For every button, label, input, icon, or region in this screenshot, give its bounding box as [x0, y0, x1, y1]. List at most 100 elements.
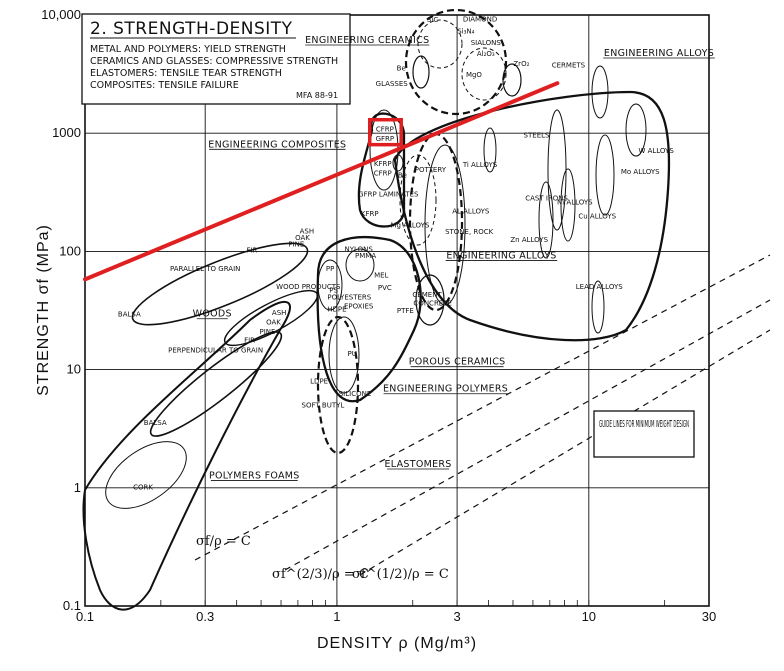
material-group-label: POLYMERS FOAMS	[209, 470, 300, 481]
material-label: EPOXIES	[344, 302, 374, 310]
material-label: Cu ALLOYS	[578, 212, 616, 220]
material-label: Mo ALLOYS	[621, 168, 660, 176]
pmma-envelope	[345, 248, 375, 282]
material-label: LDPE	[310, 378, 328, 386]
material-label: Be	[397, 64, 406, 72]
material-label: Zn ALLOYS	[510, 236, 548, 244]
material-group-label: ENGINEERING CERAMICS	[305, 35, 429, 46]
y-axis-title: STRENGTH σf (MPa)	[35, 224, 52, 396]
material-label: ASH	[272, 309, 287, 317]
material-label: GFRP	[376, 135, 395, 143]
composites-envelope	[357, 112, 406, 228]
material-label: HDPE	[327, 306, 346, 314]
material-envelopes	[82, 8, 671, 611]
material-label: KFRP	[361, 210, 379, 218]
material-label: FIR	[246, 246, 257, 254]
guide-lines-label: GUIDE LINES FOR MINIMUM WEIGHT DESIGN	[599, 419, 689, 430]
material-label: BALSA	[144, 419, 167, 427]
material-label: PS	[329, 286, 338, 294]
material-label: CORK	[133, 483, 153, 491]
material-label: PERPENDICULAR TO GRAIN	[168, 346, 263, 354]
material-label: Ni ALLOYS	[557, 198, 593, 206]
material-label: STEELS	[524, 131, 550, 139]
guide-lines-box: GUIDE LINES FOR MINIMUM WEIGHT DESIGN	[593, 410, 695, 458]
x-tick-label: 3	[453, 609, 460, 624]
material-label: POTTERY	[415, 166, 447, 174]
cork-envelope	[105, 441, 187, 509]
material-label: AL ALLOYS	[452, 207, 490, 215]
guide-line-ratio-1	[194, 254, 771, 561]
woods-perpendicular-envelope	[149, 331, 283, 437]
material-label: OAK	[266, 319, 281, 327]
material-group-label: POROUS CERAMICS	[409, 357, 506, 368]
guide-equation-3: σf^(1/2)/ρ = C	[352, 567, 449, 582]
x-axis-title: DENSITY ρ (Mg/m³)	[317, 635, 477, 652]
w-alloys-envelope	[625, 103, 647, 157]
red-annotation-box	[367, 117, 403, 147]
guide-line-ratio-1-2	[359, 329, 771, 576]
y-tick-label: 10	[67, 362, 81, 377]
material-label: CERMETS	[552, 61, 586, 69]
title-box-frame	[81, 13, 351, 105]
ceramics-envelope	[404, 8, 508, 116]
material-label: LEAD ALLOYS	[576, 283, 623, 291]
material-label: CFRP	[376, 126, 394, 134]
subtitle-line-1: METAL AND POLYMERS: YIELD STRENGTH	[90, 44, 286, 55]
material-label: Be	[398, 172, 407, 180]
grid-layer: 0.1 0.3 1 3 10 30 0.1 1 10 100 1000 10,000	[41, 7, 716, 624]
material-label: Si₃N₄	[457, 27, 474, 35]
pottery-envelope	[399, 154, 437, 246]
guide-equation-1: σf/ρ = C	[196, 534, 251, 549]
material-label: PU	[348, 350, 357, 358]
material-label: STONE, ROCK	[445, 228, 494, 236]
material-group-label: ENGINEERING ALLOYS	[604, 48, 714, 59]
subtitle-line-3: ELASTOMERS: TENSILE TEAR STRENGTH	[90, 68, 282, 79]
material-label: PTFE	[397, 307, 414, 315]
x-tick-label: 0.1	[76, 609, 94, 624]
material-group-label: ENGINEERING POLYMERS	[383, 384, 508, 395]
material-group-label: ELASTOMERS	[384, 459, 451, 470]
guide-lines	[194, 254, 771, 576]
guide-equation-2: σf^(2/3)/ρ = C	[272, 567, 369, 582]
material-label: CAST IRONS	[525, 194, 568, 202]
x-tick-label: 30	[702, 609, 716, 624]
material-label: CFRP	[374, 169, 392, 177]
material-label: SOFT BUTYL	[302, 401, 345, 409]
polymers-envelope	[316, 236, 422, 403]
glasses-envelope	[412, 55, 430, 89]
material-label: CEMENT	[412, 291, 442, 299]
cermets-envelope	[591, 65, 609, 119]
material-label: Ti ALLOYS	[462, 161, 498, 169]
groups-layer: ENGINEERING CERAMICS ENGINEERING ALLOYS EN…	[193, 35, 715, 481]
material-label: PARALLEL TO GRAIN	[170, 265, 240, 273]
chart-title: 2. STRENGTH-DENSITY	[90, 19, 293, 39]
al-alloys-envelope	[424, 144, 466, 306]
material-label: ASH	[300, 227, 315, 235]
alumina-envelope	[461, 47, 507, 101]
elastomers-envelope	[316, 315, 360, 455]
pp-envelope	[317, 259, 343, 311]
material-label: GFRP LAMINATES	[358, 191, 419, 199]
materials-layer: SiC DIAMOND Si₃N₄ SIALONS Al₂O₃ ZrO₂ MgO Be GLAS…	[118, 16, 674, 492]
material-group-label: ENGINEERING COMPOSITES	[208, 139, 346, 150]
woods-parallel-envelope	[131, 242, 309, 326]
lead-alloys-envelope	[591, 280, 605, 334]
cu-alloys-envelope	[538, 181, 554, 259]
y-tick-label: 10,000	[41, 7, 81, 22]
material-label: PVC	[378, 284, 392, 292]
guide-lines-frame	[593, 410, 695, 458]
reference-code: MFA 88-91	[296, 91, 338, 100]
red-annotation-line	[83, 81, 560, 282]
material-label: POLYESTERS	[327, 294, 371, 302]
material-label: W ALLOYS	[638, 147, 674, 155]
x-tick-label: 0.3	[196, 609, 214, 624]
material-label: GLASSES	[376, 80, 409, 88]
foams-envelope	[82, 301, 291, 611]
material-label: SiC	[427, 16, 438, 24]
pu-envelope	[328, 316, 360, 394]
material-label: PINE	[259, 328, 275, 336]
ti-alloys-envelope	[483, 127, 497, 173]
material-label: Mg ALLOYS	[391, 221, 430, 229]
